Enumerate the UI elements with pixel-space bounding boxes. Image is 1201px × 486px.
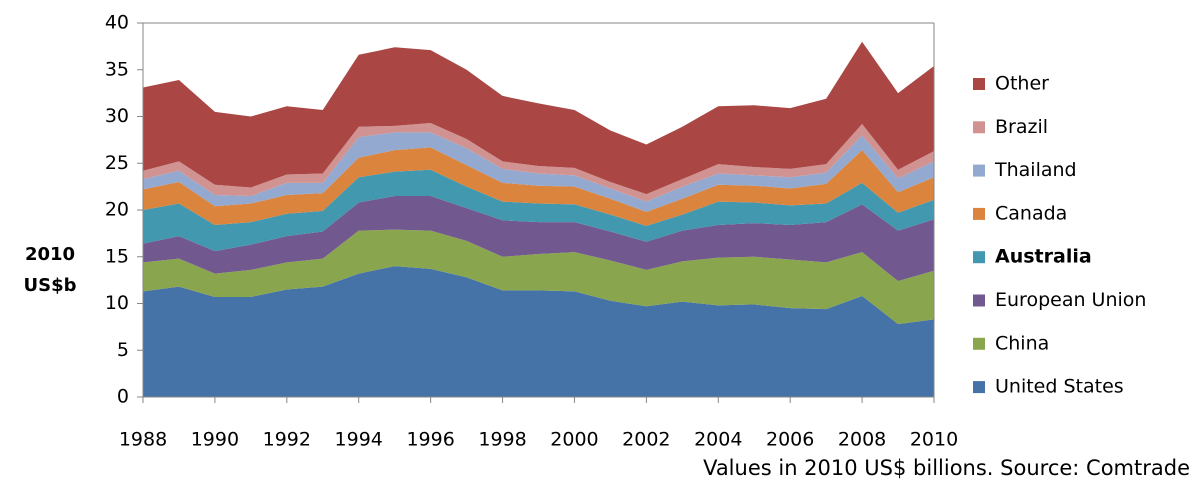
x-tick-label: 1996 <box>406 429 454 451</box>
x-tick-label: 2010 <box>910 429 958 451</box>
legend-label: Australia <box>995 246 1092 268</box>
legend-swatch <box>973 381 985 394</box>
x-tick-label: 2002 <box>622 429 670 451</box>
area <box>143 229 934 325</box>
x-tick-label: 1990 <box>191 429 239 451</box>
legend-label: China <box>995 332 1049 354</box>
legend-swatch <box>973 294 985 307</box>
legend-label: Other <box>995 73 1049 95</box>
area <box>143 123 934 202</box>
legend-swatch <box>973 164 985 177</box>
y-tick-label: 10 <box>105 292 129 314</box>
legend-swatch <box>973 337 985 350</box>
legend-swatch <box>973 251 985 264</box>
x-tick-label: 2008 <box>838 429 886 451</box>
x-tick-label: 2004 <box>694 429 742 451</box>
y-tick-label: 25 <box>105 152 129 174</box>
legend-label: Thailand <box>994 159 1077 181</box>
y-tick-label: 20 <box>105 199 129 221</box>
y-axis-label: US$b <box>24 275 77 296</box>
area <box>143 266 934 397</box>
y-tick-label: 35 <box>105 58 129 80</box>
x-tick-label: 1992 <box>263 429 311 451</box>
note: Values in 2010 US$ billions. Source: Com… <box>703 456 1190 480</box>
area <box>143 41 934 195</box>
y-tick-label: 0 <box>117 386 129 408</box>
area <box>143 132 934 212</box>
legend-swatch <box>973 207 985 220</box>
legend-label: Canada <box>995 202 1067 224</box>
area <box>143 195 934 282</box>
x-tick-label: 2006 <box>766 429 814 451</box>
x-tick-label: 1994 <box>335 429 383 451</box>
area <box>143 147 934 226</box>
y-axis-label: 2010 <box>25 244 75 265</box>
x-tick-label: 1998 <box>478 429 526 451</box>
legend-label: European Union <box>995 289 1146 311</box>
y-tick-label: 40 <box>105 12 129 34</box>
legend-swatch <box>973 78 985 90</box>
y-tick-label: 30 <box>105 105 129 127</box>
y-tick-label: 15 <box>105 245 129 267</box>
legend-label: Brazil <box>995 116 1048 138</box>
y-tick-label: 5 <box>117 339 129 361</box>
area <box>143 169 934 252</box>
x-tick-label: 1988 <box>119 429 167 451</box>
legend-swatch <box>973 121 985 134</box>
x-tick-label: 2000 <box>550 429 598 451</box>
legend-label: United States <box>995 376 1124 398</box>
